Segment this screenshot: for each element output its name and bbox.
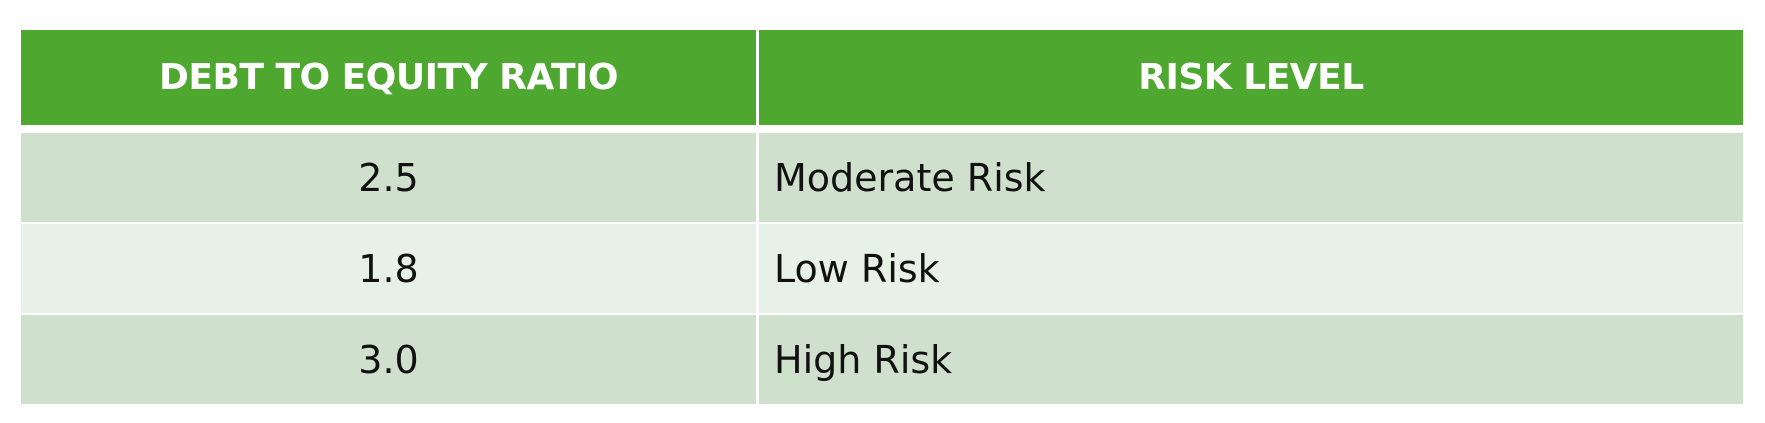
ratio-cell: 2.5: [21, 131, 756, 222]
table-row: 3.0 High Risk: [21, 313, 1743, 404]
ratio-cell: 3.0: [21, 313, 756, 404]
risk-level-cell: High Risk: [756, 313, 1743, 404]
risk-table: DEBT TO EQUITY RATIO RISK LEVEL 2.5 Mode…: [21, 30, 1743, 404]
ratio-cell: 1.8: [21, 222, 756, 313]
column-header-risk-level: RISK LEVEL: [756, 30, 1743, 131]
risk-level-cell: Low Risk: [756, 222, 1743, 313]
table-row: 1.8 Low Risk: [21, 222, 1743, 313]
risk-level-cell: Moderate Risk: [756, 131, 1743, 222]
header-row: DEBT TO EQUITY RATIO RISK LEVEL: [21, 30, 1743, 131]
table-row: 2.5 Moderate Risk: [21, 131, 1743, 222]
column-header-debt-to-equity-ratio: DEBT TO EQUITY RATIO: [21, 30, 756, 131]
